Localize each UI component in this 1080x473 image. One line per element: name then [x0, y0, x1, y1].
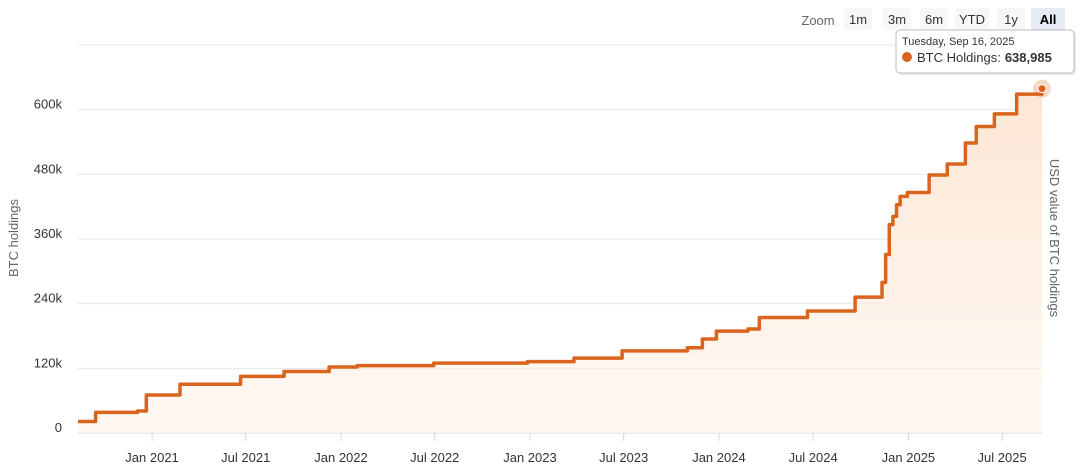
x-tick-label: Jul 2024: [789, 450, 838, 465]
x-tick-label: Jul 2023: [599, 450, 648, 465]
area: [78, 88, 1042, 433]
x-tick-label: Jul 2022: [410, 450, 459, 465]
y-tick-label: 120k: [34, 355, 63, 370]
zoom-button-label[interactable]: All: [1040, 12, 1057, 27]
tooltip-number: 638,985: [1005, 50, 1052, 65]
step-line: [78, 88, 1044, 424]
zoom-button-bg[interactable]: [955, 8, 989, 30]
x-tick-label: Jan 2022: [314, 450, 368, 465]
tooltip-date: Tuesday, Sep 16, 2025: [902, 36, 1015, 48]
zoom-button-label[interactable]: 6m: [925, 12, 943, 27]
zoom-button-label[interactable]: 3m: [888, 12, 906, 27]
tooltip-label: BTC Holdings:: [917, 50, 1001, 65]
zoom-button-bg[interactable]: [844, 8, 872, 30]
y-tick-label: 600k: [34, 97, 63, 112]
hover-point: [1037, 84, 1047, 94]
tooltip: Tuesday, Sep 16, 2025 BTC Holdings: 638,98…: [895, 29, 1076, 75]
tooltip-value: BTC Holdings: 638,985: [917, 50, 1052, 65]
x-tick-label: Jan 2024: [692, 450, 746, 465]
zoom-button[interactable]: 1m: [844, 8, 872, 30]
zoom-button-label[interactable]: YTD: [959, 12, 985, 27]
zoom-label: Zoom: [801, 13, 834, 28]
zoom-button[interactable]: YTD: [955, 8, 989, 30]
y-axis-title: BTC holdings: [6, 198, 21, 277]
x-tick-label: Jul 2021: [221, 450, 270, 465]
y-tick-label: 240k: [34, 291, 63, 306]
y2-axis-title: USD value of BTC holdings: [1047, 159, 1062, 318]
y-tick-label: 0: [55, 420, 62, 435]
zoom-button-bg[interactable]: [883, 8, 911, 30]
zoom-button-label[interactable]: 1y: [1004, 12, 1018, 27]
tooltip-marker: [902, 52, 912, 62]
x-tick-label: Jan 2023: [503, 450, 557, 465]
x-tick-label: Jan 2025: [882, 450, 936, 465]
y-tick-label: 360k: [34, 226, 63, 241]
y-tick-label: 480k: [34, 161, 63, 176]
zoom-button[interactable]: 3m: [883, 8, 911, 30]
zoom-button[interactable]: All: [1031, 8, 1065, 30]
zoom-button-bg[interactable]: [1031, 8, 1065, 30]
zoom-button-bg[interactable]: [920, 8, 948, 30]
x-tick-label: Jan 2021: [125, 450, 179, 465]
zoom-button[interactable]: 6m: [920, 8, 948, 30]
tooltip-box: [895, 29, 1075, 74]
zoom-button-label[interactable]: 1m: [849, 12, 867, 27]
zoom-button[interactable]: 1y: [997, 8, 1025, 30]
x-tick-label: Jul 2025: [978, 450, 1027, 465]
zoom-button-bg[interactable]: [997, 8, 1025, 30]
